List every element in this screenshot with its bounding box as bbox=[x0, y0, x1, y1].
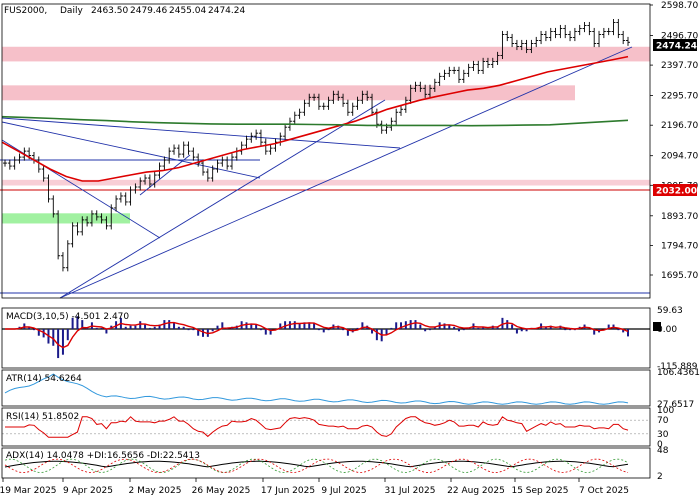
plus-di-line bbox=[4, 458, 629, 474]
rsi-tick-label: 0 bbox=[657, 440, 663, 450]
level-badge bbox=[653, 184, 697, 196]
ohlc-close: 2474.24 bbox=[208, 6, 245, 16]
adx-line bbox=[4, 460, 629, 468]
atr-line bbox=[4, 373, 629, 405]
panel-frame bbox=[1, 369, 651, 407]
rsi-label: RSI(14) 51.8502 bbox=[6, 412, 79, 422]
date-tick-label: 26 May 2025 bbox=[192, 486, 251, 496]
price-tick-label: 2295.70 bbox=[661, 92, 698, 102]
panel-frame bbox=[1, 307, 651, 369]
price-axis: 2598.70 2496.70 2397.70 2295.70 2196.70 2094.… bbox=[650, 1, 698, 281]
macd-label: MACD(3,10,5) -4.501 2.470 bbox=[6, 312, 129, 322]
adx-label: ADX(14) 14.0478 +DI:16.5656 -DI:22.5413 bbox=[6, 451, 200, 461]
panel-frame bbox=[1, 3, 651, 299]
date-tick-label: 2 May 2025 bbox=[129, 486, 182, 496]
price-tick-label: 1794.70 bbox=[661, 241, 698, 251]
zone-band bbox=[2, 213, 130, 224]
rsi-tick-label: 30 bbox=[657, 430, 669, 440]
price-tick-label: 2496.70 bbox=[661, 31, 698, 41]
atr-tick-label: 27.6517 bbox=[657, 400, 694, 410]
date-tick-label: 15 Sep 2025 bbox=[511, 486, 568, 496]
price-tick-label: 1893.70 bbox=[661, 212, 698, 222]
date-tick-label: 31 Jul 2025 bbox=[385, 486, 436, 496]
trend-line bbox=[59, 46, 633, 299]
panel-frames bbox=[1, 3, 651, 479]
timeframe-label: Daily bbox=[60, 6, 83, 16]
zone-band bbox=[2, 179, 650, 186]
horizontal-lines bbox=[0, 159, 650, 294]
macd-zero-marker bbox=[653, 322, 661, 331]
atr-label: ATR(14) 54.6264 bbox=[6, 374, 82, 384]
panel-frame bbox=[1, 447, 651, 479]
trend-line bbox=[59, 99, 386, 299]
instrument-symbol: FUS2000, bbox=[4, 6, 47, 16]
rsi-tick-label: 100 bbox=[657, 406, 674, 416]
last-price-label: 2474.24 bbox=[656, 42, 697, 52]
rsi-tick-label: 70 bbox=[657, 416, 669, 426]
date-tick-label: 7 Oct 2025 bbox=[579, 486, 629, 496]
macd-tick-label: -115.889 bbox=[657, 362, 698, 372]
date-tick-label: 9 Jul 2025 bbox=[321, 486, 366, 496]
adx-tick-label: 2 bbox=[657, 472, 663, 482]
price-tick-label: 2397.70 bbox=[661, 61, 698, 71]
minus-di-line bbox=[4, 458, 629, 474]
price-tick-label: 2196.70 bbox=[661, 121, 698, 131]
last-price-badge bbox=[653, 39, 697, 51]
macd-tick-label: 59.63 bbox=[657, 306, 683, 316]
moving-average-fast bbox=[1, 55, 629, 182]
level-label: 2032.00 bbox=[656, 187, 697, 197]
adx-tick-label: 48 bbox=[657, 446, 669, 456]
date-tick-label: 19 Mar 2025 bbox=[0, 486, 57, 496]
zone-band bbox=[2, 85, 575, 101]
date-tick-label: 22 Aug 2025 bbox=[447, 486, 505, 496]
moving-averages bbox=[1, 55, 629, 182]
macd-tick-label: 0.00 bbox=[657, 325, 677, 335]
date-axis: 19 Mar 2025 9 Apr 2025 2 May 2025 26 May 20… bbox=[0, 478, 629, 496]
price-tick-label: 2094.70 bbox=[661, 152, 698, 162]
date-tick-label: 17 Jun 2025 bbox=[261, 486, 315, 496]
price-tick-label: 2598.70 bbox=[661, 1, 698, 11]
moving-average-slow bbox=[1, 115, 629, 127]
price-tick-label: 1695.70 bbox=[661, 271, 698, 281]
panel-frame bbox=[1, 407, 651, 447]
macd-signal-line bbox=[5, 321, 629, 349]
ohlc-open: 2463.50 bbox=[91, 6, 128, 16]
date-tick-label: 9 Apr 2025 bbox=[63, 486, 113, 496]
ohlc-high: 2479.46 bbox=[130, 6, 167, 16]
trend-line bbox=[1, 117, 401, 149]
trend-line bbox=[139, 154, 191, 196]
atr-tick-label: 106.4361 bbox=[657, 368, 700, 378]
resistance-zones bbox=[2, 46, 650, 224]
rsi-line bbox=[5, 416, 629, 438]
zone-band bbox=[2, 46, 650, 62]
ohlc-low: 2455.04 bbox=[169, 6, 206, 16]
price-bars bbox=[3, 18, 630, 272]
